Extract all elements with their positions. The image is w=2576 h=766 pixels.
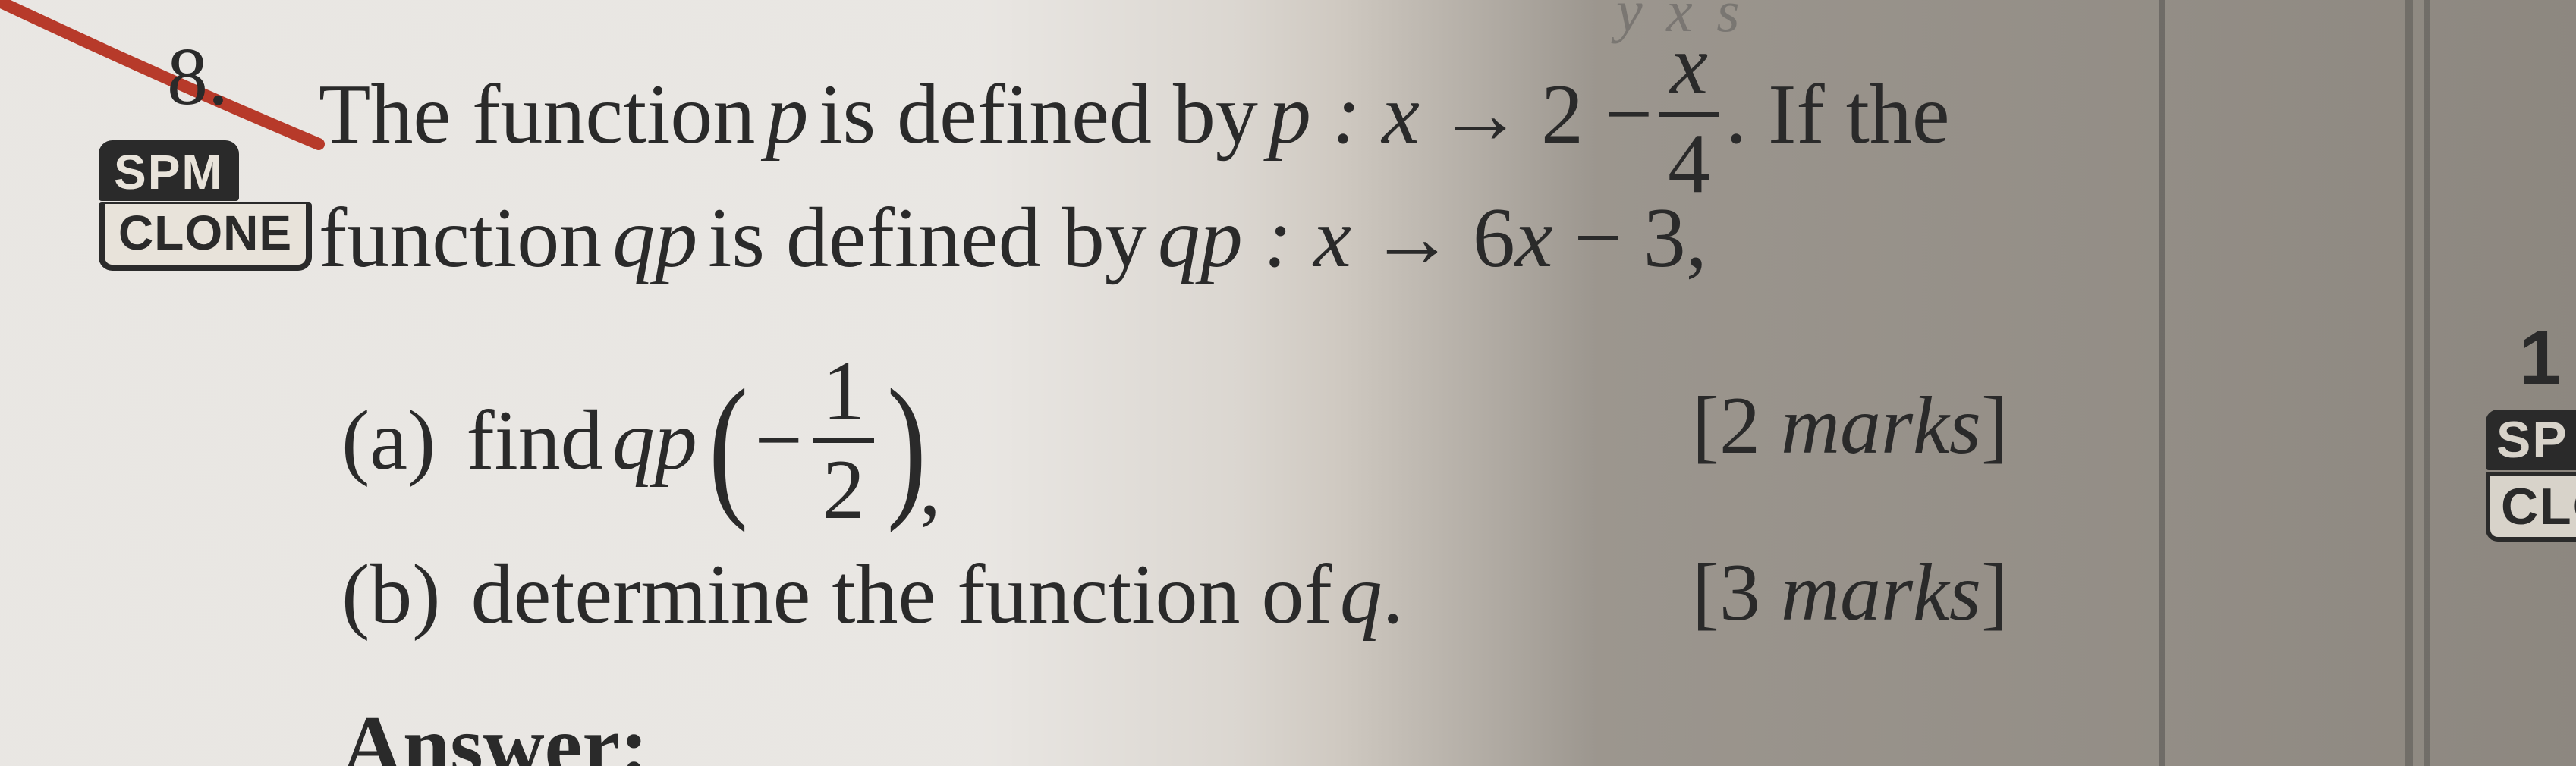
spm-clone-badge: SPM CLONE bbox=[99, 140, 296, 271]
cropped-badge-bottom: CLO bbox=[2486, 472, 2576, 542]
fraction-1-over-2: 1 2 bbox=[813, 349, 874, 532]
var-q: q bbox=[1340, 546, 1382, 644]
var-qp: qp bbox=[612, 190, 697, 287]
marks-b: [3 marks] bbox=[1692, 546, 2008, 640]
map-lhs: p : x bbox=[1269, 66, 1420, 164]
question-number: 8. bbox=[167, 30, 228, 124]
text: function bbox=[319, 190, 602, 287]
fraction-x-over-4: x 4 bbox=[1659, 23, 1719, 206]
frac-num: 1 bbox=[813, 349, 874, 438]
neg: − bbox=[755, 392, 803, 490]
comma: , bbox=[920, 438, 941, 535]
rhs-pre: 2 − bbox=[1541, 66, 1653, 164]
text: . If the bbox=[1725, 66, 1949, 164]
qnum-text: 8. bbox=[167, 30, 228, 124]
period: . bbox=[1382, 546, 1404, 644]
text: is defined by bbox=[708, 190, 1147, 287]
badge-top: SPM bbox=[99, 140, 239, 201]
line-2: function qp is defined by qp : x → 6x − … bbox=[319, 190, 1707, 287]
rhs: 6x − 3, bbox=[1473, 190, 1707, 287]
text: find bbox=[466, 392, 602, 490]
var-qp: qp bbox=[612, 392, 697, 490]
var-p: p bbox=[766, 66, 808, 164]
part-b: (b) determine the function of q . bbox=[341, 546, 1404, 644]
answer-text: Answer: bbox=[341, 698, 648, 766]
frac-num: x bbox=[1661, 23, 1717, 112]
marks-a: [2 marks] bbox=[1692, 379, 2008, 473]
part-a: (a) find qp ( − 1 2 ) , bbox=[341, 349, 955, 532]
arrow: → bbox=[1370, 190, 1455, 287]
question-content: 8. The function p is defined by p : x → … bbox=[0, 0, 2576, 766]
answer-label: Answer: bbox=[341, 698, 648, 766]
part-a-label: (a) bbox=[341, 392, 436, 490]
text: The function bbox=[319, 66, 755, 164]
arrow: → bbox=[1438, 66, 1523, 164]
cropped-badge-top: SP bbox=[2486, 410, 2576, 470]
map-lhs: qp : x bbox=[1158, 190, 1351, 287]
badge-bottom: CLONE bbox=[99, 202, 312, 271]
part-b-label: (b) bbox=[341, 546, 441, 644]
line-1: The function p is defined by p : x → 2 −… bbox=[319, 23, 1950, 206]
page-scan: y x s 8. The function p is defined by p … bbox=[0, 0, 2576, 766]
cropped-badge: SP CLO bbox=[2486, 410, 2576, 542]
frac-den: 2 bbox=[813, 443, 874, 532]
paren-open: ( bbox=[708, 397, 747, 493]
text: is defined by bbox=[819, 66, 1258, 164]
text: determine the function of bbox=[471, 546, 1332, 644]
cropped-digit: 1 bbox=[2519, 315, 2562, 402]
